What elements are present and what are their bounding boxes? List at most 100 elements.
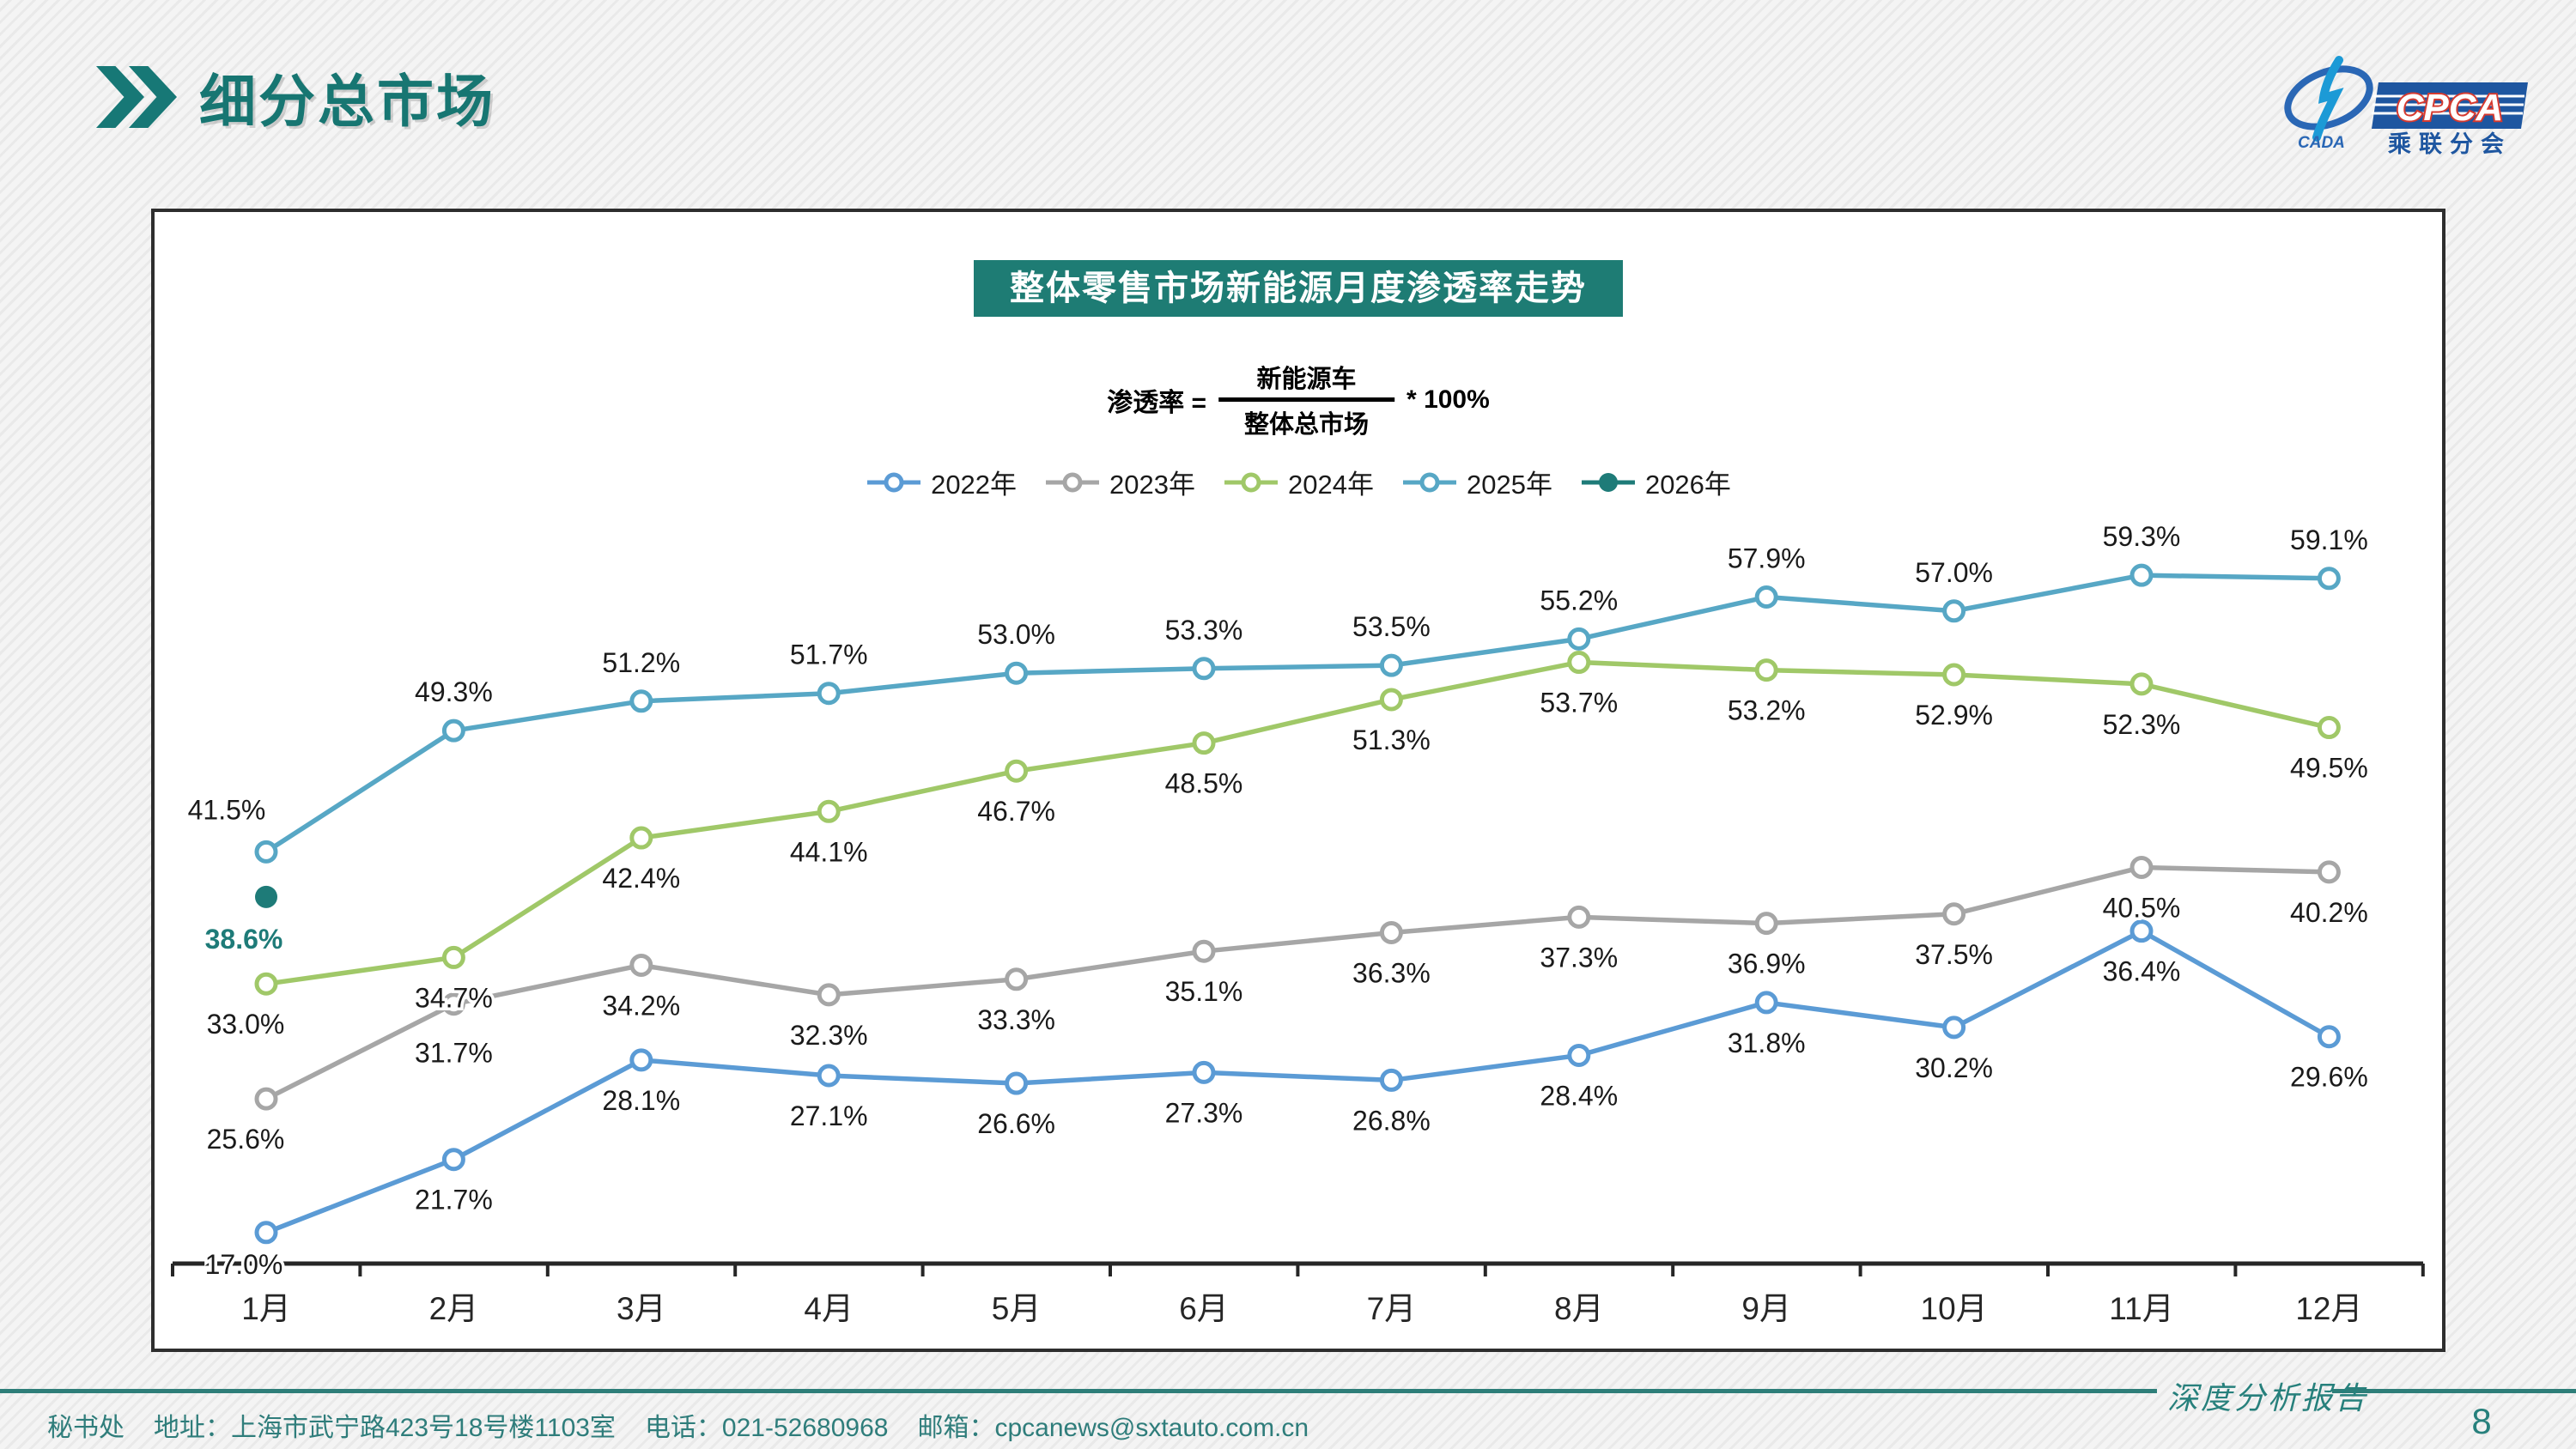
data-label: 53.7%: [1540, 688, 1618, 718]
data-point: [1379, 1068, 1403, 1092]
data-label: 53.2%: [1728, 695, 1806, 726]
data-label: 38.6%: [205, 924, 283, 955]
month-label: 3月: [617, 1291, 666, 1326]
data-point: [1005, 759, 1029, 783]
data-label: 32.3%: [790, 1020, 868, 1051]
footer-secretariat: 秘书处: [47, 1414, 125, 1442]
data-point: [2317, 860, 2341, 884]
data-point: [2129, 919, 2154, 943]
data-label: 53.5%: [1352, 611, 1431, 642]
data-label: 37.3%: [1540, 942, 1618, 973]
footer-contact: 秘书处 地址：上海市武宁路423号18号楼1103室 电话：021-526809…: [47, 1406, 1309, 1444]
month-label: 2月: [429, 1291, 479, 1326]
data-label: 33.0%: [207, 1009, 285, 1040]
data-label: 42.4%: [602, 863, 680, 894]
legend-item-2025年[interactable]: 2025年: [1401, 463, 1552, 501]
data-label: 52.3%: [2103, 709, 2181, 740]
data-point: [254, 1087, 278, 1111]
data-point: [817, 799, 841, 823]
chart-title: 整体零售市场新能源月度渗透率走势: [974, 260, 1623, 317]
data-label: 17.0%: [205, 1249, 283, 1280]
data-label: 21.7%: [415, 1185, 493, 1216]
data-label: 37.5%: [1915, 939, 1993, 970]
legend-label: 2026年: [1644, 470, 1731, 500]
data-label: 49.3%: [415, 676, 493, 707]
legend-label: 2024年: [1288, 470, 1374, 500]
data-label: 28.4%: [1540, 1080, 1618, 1111]
data-point: [629, 953, 653, 977]
data-label: 40.5%: [2103, 892, 2181, 923]
data-label: 31.8%: [1728, 1028, 1806, 1058]
legend-item-2022年[interactable]: 2022年: [866, 463, 1017, 501]
data-point: [1192, 731, 1216, 755]
data-label: 52.9%: [1915, 700, 1993, 731]
legend-item-2023年[interactable]: 2023年: [1044, 463, 1195, 501]
data-point: [1567, 1043, 1591, 1067]
month-label: 1月: [241, 1291, 291, 1326]
x-axis: [171, 1261, 2425, 1276]
penetration-trend-chart: 1月 2月 3月 4月 5月 6月 7月 8月 9月 10月 11月 12月 17.0% 21.7% 28.…: [171, 518, 2425, 1326]
data-point: [254, 972, 278, 996]
formula-fraction: 新能源车 整体总市场: [1218, 356, 1395, 443]
month-label: 5月: [992, 1291, 1042, 1326]
data-point: [441, 718, 465, 743]
footer-phone: 电话：021-52680968: [644, 1414, 889, 1442]
data-point: [1942, 599, 1966, 623]
data-label: 59.3%: [2103, 521, 2181, 552]
data-label: 55.2%: [1540, 585, 1618, 615]
data-label: 51.2%: [602, 647, 680, 678]
data-point: [817, 682, 841, 706]
chart-panel: 整体零售市场新能源月度渗透率走势 渗透率 = 新能源车 整体总市场 * 100%…: [151, 209, 2445, 1352]
data-point: [1379, 653, 1403, 677]
data-label: 48.5%: [1165, 768, 1243, 799]
data-point: [1942, 1016, 1966, 1040]
footer-email: 邮箱：cpcanews@sxtauto.com.cn: [917, 1414, 1309, 1442]
data-label: 35.1%: [1165, 976, 1243, 1007]
data-point: [1192, 1060, 1216, 1084]
formula-denominator: 整体总市场: [1244, 411, 1370, 439]
data-label: 51.3%: [1352, 724, 1431, 755]
data-label: 33.3%: [977, 1004, 1055, 1035]
data-label: 29.6%: [2290, 1062, 2368, 1093]
data-point: [2317, 1025, 2341, 1049]
data-point: [441, 992, 465, 1016]
data-label: 57.0%: [1915, 557, 1993, 588]
month-label: 6月: [1179, 1291, 1229, 1326]
legend-marker-icon: [1581, 472, 1635, 492]
data-label: 31.7%: [415, 1038, 493, 1069]
legend-item-2026年[interactable]: 2026年: [1580, 463, 1731, 501]
data-point: [1567, 905, 1591, 929]
data-label: 41.5%: [188, 794, 266, 825]
data-point: [817, 1064, 841, 1088]
x-axis-labels: 1月 2月 3月 4月 5月 6月 7月 8月 9月 10月 11月 12月: [241, 1291, 2362, 1326]
legend-marker-icon: [1224, 472, 1279, 492]
data-label: 36.4%: [2103, 956, 2181, 987]
formula-numerator: 新能源车: [1256, 366, 1357, 393]
data-label: 25.6%: [207, 1124, 285, 1155]
data-label: 26.8%: [1352, 1105, 1431, 1136]
data-label: 44.1%: [790, 836, 868, 867]
report-type-label: 深度分析报告: [2167, 1381, 2369, 1416]
legend-label: 2022年: [931, 470, 1018, 500]
data-label: 53.3%: [1165, 615, 1243, 646]
slide-header: 细分总市场: [96, 62, 495, 133]
data-point: [629, 1048, 653, 1072]
data-label: 36.3%: [1352, 957, 1431, 988]
data-point: [1942, 663, 1966, 687]
cada-bolt-icon: [2312, 56, 2344, 142]
legend-item-2024年[interactable]: 2024年: [1223, 463, 1374, 501]
data-label: 36.9%: [1728, 949, 1806, 979]
legend-label: 2023年: [1109, 470, 1196, 500]
formula-rhs: * 100%: [1406, 385, 1490, 414]
data-point: [2317, 567, 2341, 591]
data-point: [2129, 672, 2154, 696]
chevron-icon: [96, 66, 144, 128]
month-label: 10月: [1921, 1291, 1988, 1326]
footer-divider-right: [2332, 1389, 2576, 1393]
formula-lhs: 渗透率 =: [1107, 388, 1207, 417]
data-label: 27.1%: [790, 1100, 868, 1131]
series-2023年: [254, 855, 2341, 1111]
data-point: [2129, 855, 2154, 879]
data-point: [254, 1221, 278, 1245]
data-label: 46.7%: [977, 796, 1055, 827]
